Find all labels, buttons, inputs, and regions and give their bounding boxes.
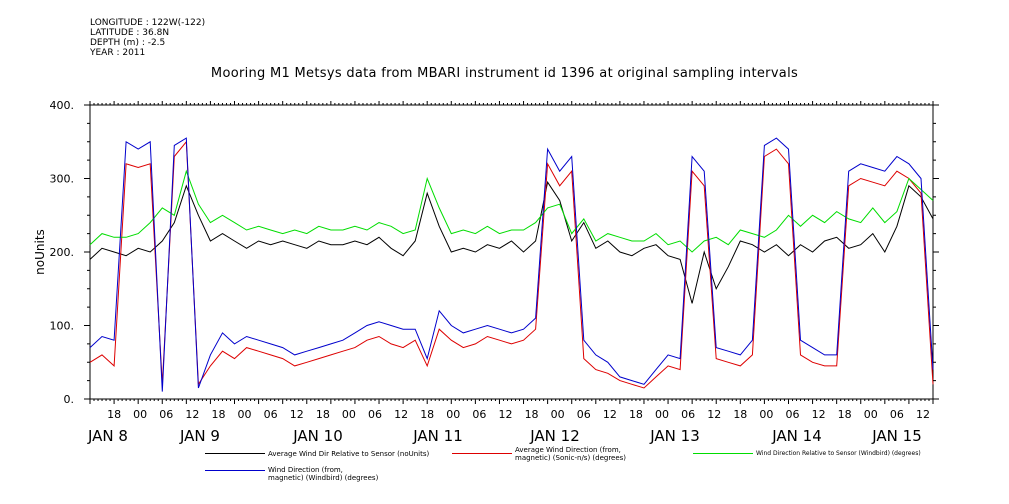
- x-hour-label-25: 00: [759, 408, 773, 421]
- x-hour-label-11: 12: [394, 408, 408, 421]
- x-hour-label-6: 06: [264, 408, 278, 421]
- x-hour-label-8: 18: [316, 408, 330, 421]
- x-hour-label-29: 00: [864, 408, 878, 421]
- x-hour-label-30: 06: [890, 408, 904, 421]
- x-hour-label-20: 18: [629, 408, 643, 421]
- x-hour-label-27: 12: [812, 408, 826, 421]
- x-hour-label-12: 18: [420, 408, 434, 421]
- plot-frame: [89, 104, 934, 400]
- x-hour-label-7: 12: [290, 408, 304, 421]
- x-day-label-1: JAN 9: [179, 427, 220, 445]
- x-hour-label-1: 00: [133, 408, 147, 421]
- x-hour-label-24: 18: [733, 408, 747, 421]
- x-hour-label-16: 18: [525, 408, 539, 421]
- x-hour-label-21: 00: [655, 408, 669, 421]
- y-tick-label-2: 200.: [50, 246, 75, 259]
- x-hour-label-31: 12: [916, 408, 930, 421]
- x-day-label-7: JAN 15: [871, 427, 922, 445]
- x-hour-label-4: 18: [211, 408, 225, 421]
- x-hour-label-19: 12: [603, 408, 617, 421]
- x-hour-label-14: 06: [472, 408, 486, 421]
- x-hour-label-3: 12: [185, 408, 199, 421]
- x-day-label-3: JAN 11: [412, 427, 463, 445]
- chart-title: Mooring M1 Metsys data from MBARI instru…: [210, 66, 799, 81]
- longitude-text: LONGITUDE : 122W(-122): [90, 18, 206, 28]
- x-day-label-6: JAN 14: [771, 427, 822, 445]
- y-axis-label: noUnits: [33, 229, 47, 275]
- x-hour-label-9: 00: [342, 408, 356, 421]
- y-tick-label-0: 0.: [64, 393, 75, 406]
- x-hour-label-28: 18: [838, 408, 852, 421]
- x-day-label-2: JAN 10: [292, 427, 343, 445]
- year-text: YEAR : 2011: [90, 48, 146, 58]
- x-day-label-4: JAN 12: [529, 427, 580, 445]
- x-hour-label-15: 12: [498, 408, 512, 421]
- latitude-text: LATITUDE : 36.8N: [90, 28, 170, 38]
- x-hour-label-22: 06: [681, 408, 695, 421]
- x-hour-label-17: 00: [551, 408, 565, 421]
- x-hour-label-26: 06: [786, 408, 800, 421]
- metadata-block: LONGITUDE : 122W(-122) LATITUDE : 36.8N …: [90, 18, 205, 58]
- x-day-label-5: JAN 13: [649, 427, 700, 445]
- x-hour-label-13: 00: [446, 408, 460, 421]
- series-line-2: [89, 169, 934, 253]
- y-tick-label-3: 300.: [50, 173, 75, 186]
- x-hour-label-10: 06: [368, 408, 382, 421]
- y-tick-label-1: 100.: [50, 320, 75, 333]
- x-hour-label-5: 00: [238, 408, 252, 421]
- x-hour-label-23: 12: [707, 408, 721, 421]
- depth-text: DEPTH (m) : -2.5: [90, 38, 166, 48]
- x-hour-label-18: 06: [577, 408, 591, 421]
- x-hour-label-2: 06: [159, 408, 173, 421]
- x-hour-label-0: 18: [107, 408, 121, 421]
- x-day-label-0: JAN 8: [87, 427, 128, 445]
- series-line-0: [89, 180, 934, 304]
- y-tick-label-4: 400.: [50, 99, 75, 112]
- series-line-3: [89, 137, 934, 392]
- series-line-1: [89, 140, 934, 389]
